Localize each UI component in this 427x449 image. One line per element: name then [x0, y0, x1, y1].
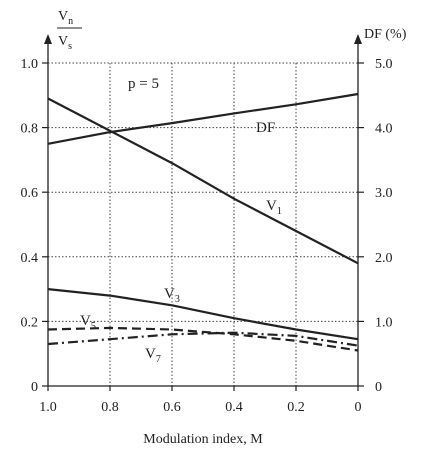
y-left-tick-label: 1.0: [21, 57, 39, 72]
y-left-tick-label: 0.6: [21, 186, 39, 201]
series-label-v7: V7: [145, 346, 161, 365]
y-left-tick-label: 0.8: [21, 122, 39, 137]
series-lines: [47, 92, 359, 352]
series-label-v5: V5: [80, 313, 96, 332]
annotation-p: p = 5: [128, 76, 159, 92]
labels: V1 DF V3 V5 V7 p = 5 Vn Vs DF (%) Modulation inde…: [57, 9, 407, 447]
grid: [48, 62, 358, 386]
x-axis-title: Modulation index, M: [143, 432, 263, 447]
y-right-title: DF (%): [364, 27, 407, 42]
axes: [44, 34, 362, 387]
series-label-v1: V1: [266, 198, 282, 217]
y-left-denominator: Vs: [58, 34, 72, 52]
series-label-df: DF: [256, 120, 275, 136]
y-left-tick-label: 0: [31, 380, 38, 395]
y-right-tick-label: 5.0: [375, 57, 393, 72]
x-tick-label: 0.8: [101, 400, 119, 415]
series-line-v1: [47, 97, 359, 265]
series-line-df: [47, 92, 359, 145]
y-right-tick-label: 0: [375, 380, 382, 395]
series-line-v7: [47, 331, 359, 347]
y-left-tick-label: 0.4: [21, 251, 39, 266]
y-left-numerator: Vn: [58, 9, 73, 27]
y-right-tick-label: 1.0: [375, 315, 393, 330]
x-tick-label: 0: [355, 400, 362, 415]
series-line-v5: [47, 326, 359, 352]
y-left-tick-label: 0.2: [21, 315, 39, 330]
y-right-tick-label: 3.0: [375, 186, 393, 201]
y-right-tick-label: 2.0: [375, 251, 393, 266]
y-right-tick-label: 4.0: [375, 122, 393, 137]
x-tick-label: 0.2: [287, 400, 305, 415]
ticks: 1.0 0.8 0.6 0.4 0.2 000.20.40.60.81.001.02.03…: [21, 57, 393, 415]
left-axis-arrow: [44, 34, 52, 44]
x-tick-label: 0.4: [225, 400, 243, 415]
x-tick-label: 1.0: [39, 400, 57, 415]
series-label-v3: V3: [164, 286, 180, 305]
x-tick-label: 0.6: [163, 400, 181, 415]
series-line-v3: [47, 288, 359, 341]
right-axis-arrow: [354, 34, 362, 44]
